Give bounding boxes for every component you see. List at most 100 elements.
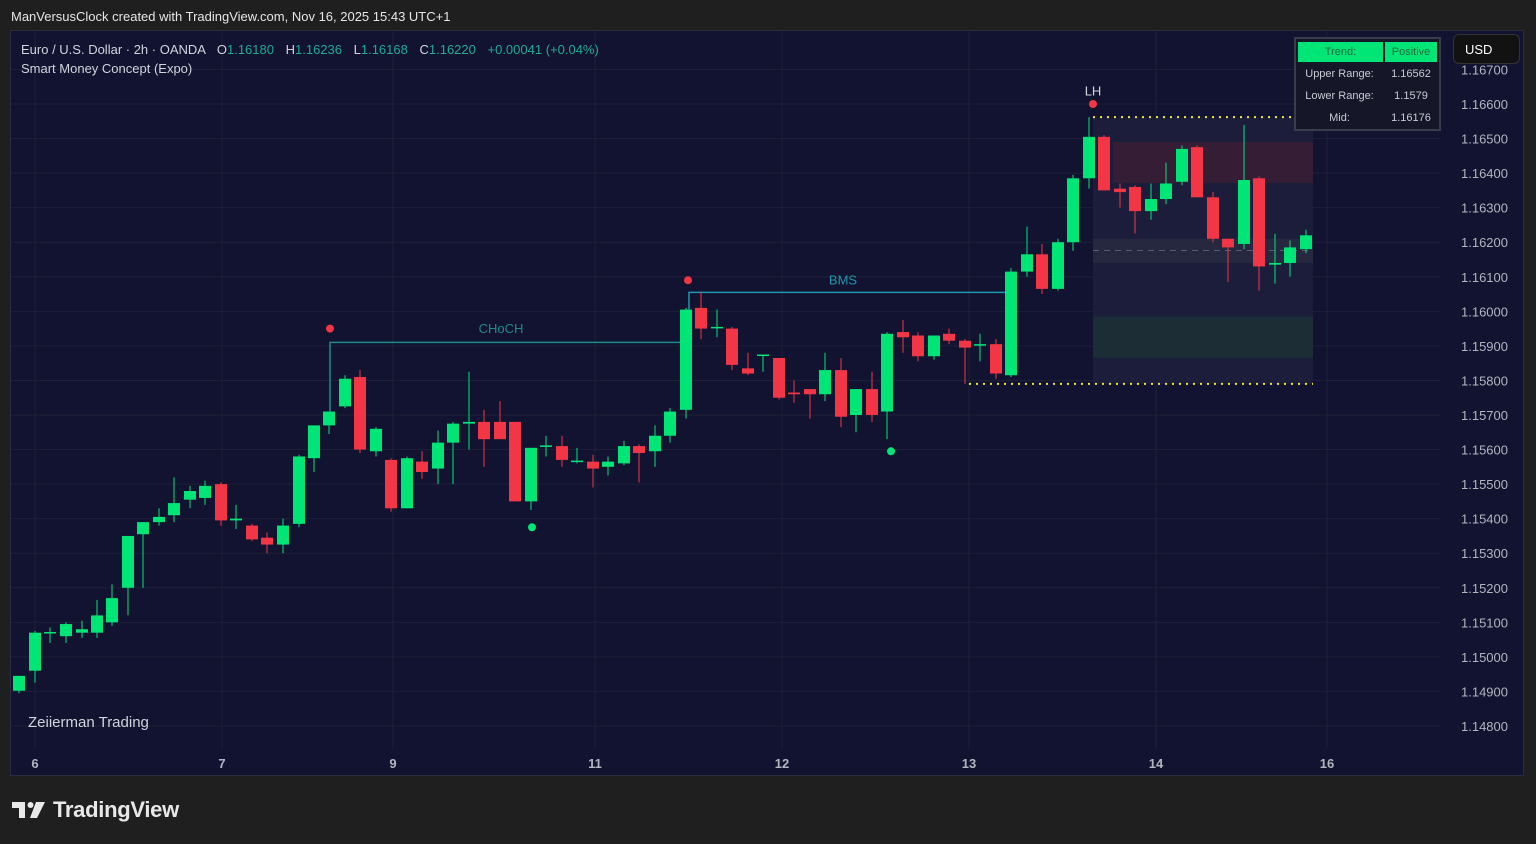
candle-down <box>742 368 754 374</box>
candle-up <box>1067 178 1079 243</box>
premium-zone <box>1113 142 1313 183</box>
candle-up <box>664 411 676 436</box>
price-axis-label: 1.16100 <box>1461 270 1508 285</box>
tradingview-logo-icon <box>12 802 45 818</box>
upper-range-label: Upper Range: <box>1305 68 1374 80</box>
candle-up <box>618 446 630 464</box>
structure-label-choch: CHoCH <box>479 321 524 336</box>
price-axis-label: 1.15500 <box>1461 477 1508 492</box>
candle-up <box>757 354 769 357</box>
candle-down <box>1098 136 1110 191</box>
price-axis-label: 1.16600 <box>1461 97 1508 112</box>
high-value: 1.16236 <box>295 42 342 57</box>
candle-up <box>1238 180 1250 244</box>
candle-down <box>416 461 428 473</box>
candle-down <box>804 389 816 395</box>
candle-up <box>1284 247 1296 263</box>
bms-line <box>688 291 1009 310</box>
mid-row: Mid: 1.16176 <box>1296 107 1439 129</box>
tradingview-wordmark: TradingView <box>53 797 179 822</box>
candle-down <box>773 357 785 398</box>
candle-up <box>370 428 382 452</box>
time-axis-label: 11 <box>588 756 602 771</box>
candle-down <box>726 328 738 365</box>
price-axis-label: 1.16200 <box>1461 235 1508 250</box>
candle-down <box>1207 197 1219 239</box>
candle-up <box>432 442 444 469</box>
lower-range-value: 1.1579 <box>1394 90 1428 102</box>
candle-up <box>339 378 351 407</box>
candle-up <box>277 525 289 545</box>
right-edge-strip <box>1524 30 1536 776</box>
currency-button[interactable]: USD <box>1453 34 1520 64</box>
candle-down <box>587 461 599 469</box>
price-axis-label: 1.15800 <box>1461 373 1508 388</box>
time-axis-label: 16 <box>1320 756 1334 771</box>
price-axis-label: 1.14800 <box>1461 719 1508 734</box>
price-axis-label: 1.14900 <box>1461 684 1508 699</box>
candle-up <box>1160 183 1172 200</box>
candle-down <box>1191 147 1203 198</box>
candle-down <box>835 370 847 417</box>
price-chart[interactable]: 1.16700 1.16600 1.16500 1.16400 1.16300 1.162… <box>11 31 1524 776</box>
candle-up <box>153 516 165 523</box>
candle-up <box>168 503 180 516</box>
price-axis-label: 1.15400 <box>1461 512 1508 527</box>
candle-up <box>60 624 72 637</box>
candle-down <box>943 333 955 341</box>
change-value: +0.00041 (+0.04%) <box>487 42 599 57</box>
candle-down <box>1036 254 1048 289</box>
indicator-name[interactable]: Smart Money Concept (Expo) <box>21 61 193 76</box>
candle-up <box>1269 262 1281 265</box>
open-label: O <box>216 42 227 57</box>
lower-range-label: Lower Range: <box>1305 90 1374 102</box>
range-info-table: Trend: Positive Upper Range: 1.16562 Low… <box>1294 37 1441 131</box>
mid-value: 1.16176 <box>1391 112 1431 124</box>
tradingview-logo[interactable]: TradingView <box>12 797 179 823</box>
chart-pane[interactable]: 1.16700 1.16600 1.16500 1.16400 1.16300 1.162… <box>10 30 1524 776</box>
candle-down <box>1253 178 1265 267</box>
candle-down <box>478 421 490 440</box>
candle-up <box>1052 242 1064 289</box>
candle-down <box>494 421 506 440</box>
candle-down <box>912 335 924 357</box>
swing-high-marker <box>326 324 334 333</box>
candle-down <box>246 525 258 540</box>
swing-low-marker <box>528 523 536 532</box>
candle-up <box>401 458 413 509</box>
symbol-title[interactable]: Euro / U.S. Dollar · 2h · OANDA <box>21 42 206 57</box>
candle-up <box>463 421 475 424</box>
candle-up <box>293 456 305 524</box>
candle-down <box>354 376 366 450</box>
candle-down <box>695 307 707 329</box>
candle-up <box>44 632 56 634</box>
candle-up <box>13 675 25 691</box>
candle-up <box>1300 235 1312 250</box>
candle-up <box>525 447 537 502</box>
candle-down <box>633 446 645 454</box>
trend-row: Trend: Positive <box>1296 39 1439 63</box>
candle-up <box>199 485 211 498</box>
watermark: Zeiierman Trading <box>28 714 149 731</box>
price-axis-label: 1.16400 <box>1461 166 1508 181</box>
candle-up <box>649 435 661 452</box>
price-axis-label: 1.15200 <box>1461 581 1508 596</box>
structure-label-lh: LH <box>1085 83 1102 98</box>
candle-up <box>850 389 862 415</box>
candle-up <box>184 491 196 500</box>
price-axis-label: 1.15100 <box>1461 615 1508 630</box>
candle-down <box>1222 238 1234 248</box>
price-axis-label: 1.15000 <box>1461 650 1508 665</box>
candle-down <box>215 484 227 521</box>
candle-up <box>1021 254 1033 272</box>
chart-caption: ManVersusClock created with TradingView.… <box>11 9 451 24</box>
candle-down <box>556 446 568 460</box>
time-axis-label: 9 <box>389 756 396 771</box>
low-value: 1.16168 <box>360 42 408 57</box>
candle-up <box>29 632 41 671</box>
time-axis-label: 14 <box>1149 756 1164 771</box>
candle-up <box>106 598 118 623</box>
candle-up <box>819 370 831 395</box>
discount-zone <box>1093 316 1313 358</box>
candle-up <box>308 425 320 459</box>
